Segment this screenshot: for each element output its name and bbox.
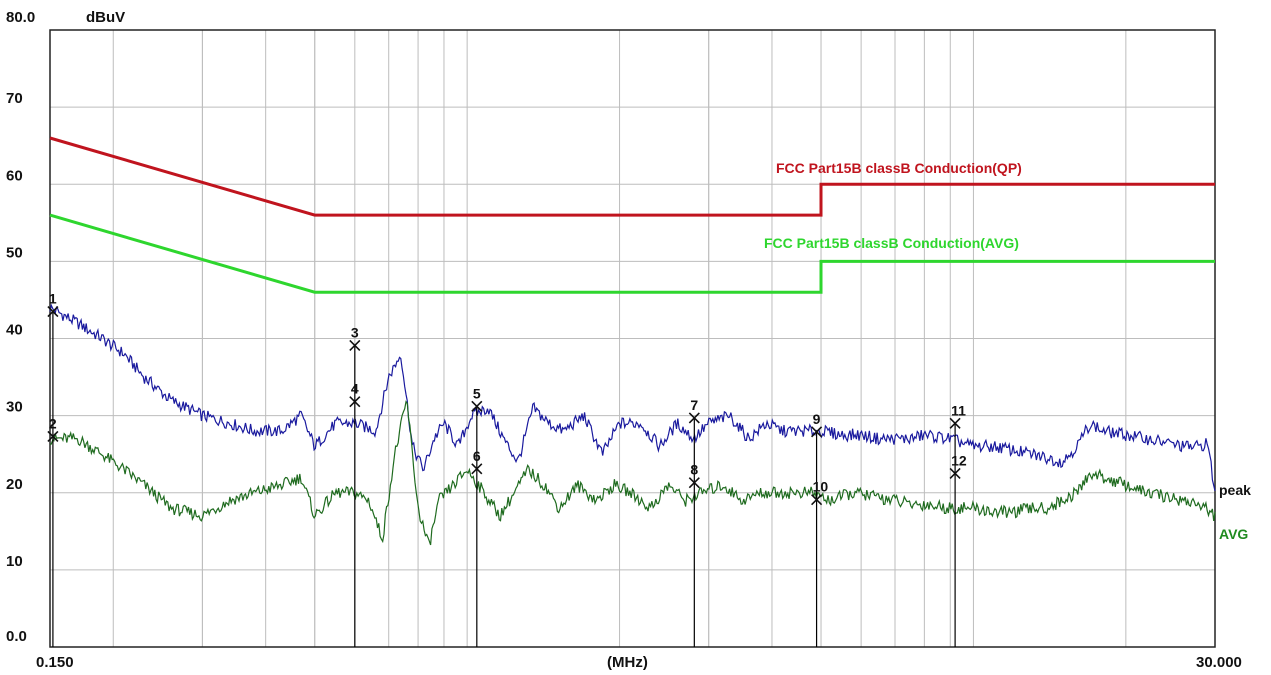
marker-point [349, 396, 361, 408]
traces [49, 303, 1216, 546]
y-axis: 80.0 70 60 50 40 30 20 10 0.0 [6, 9, 35, 645]
y-tick-label: 30 [6, 399, 23, 416]
marker-label: 10 [813, 479, 829, 495]
y-axis-label: dBuV [86, 9, 125, 26]
limit-line [49, 136, 1215, 217]
marker-label: 12 [951, 452, 967, 468]
marker-label: 9 [813, 411, 821, 427]
marker-point [47, 430, 59, 443]
marker-point [949, 467, 961, 480]
avg-limit-label: FCC Part15B classB Conduction(AVG) [764, 235, 1019, 251]
marker-point [349, 339, 361, 352]
avg-trace-label: AVG [1219, 526, 1248, 542]
trace-peak [49, 303, 1216, 492]
marker-point [949, 417, 961, 429]
qp-limit-label: FCC Part15B classB Conduction(QP) [776, 160, 1022, 176]
marker-label: 11 [951, 402, 966, 418]
y-tick-label: 0.0 [6, 628, 27, 645]
marker-label: 7 [690, 397, 698, 413]
y-tick-label: 20 [6, 476, 23, 493]
marker-label: 5 [473, 385, 481, 401]
x-min-label: 0.150 [36, 654, 74, 671]
marker-label: 1 [49, 291, 57, 307]
limit-line [49, 213, 1215, 294]
x-axis-label: (MHz) [607, 654, 648, 671]
marker-label: 8 [690, 462, 698, 478]
y-tick-label: 10 [6, 553, 23, 570]
marker-point [688, 412, 700, 424]
marker-label: 2 [49, 415, 57, 431]
marker-point [471, 463, 483, 475]
y-tick-label: 80.0 [6, 9, 35, 26]
marker-point [47, 305, 59, 318]
marker-point [811, 494, 823, 506]
peak-trace-label: peak [1219, 482, 1251, 498]
limit-lines [49, 136, 1215, 294]
x-max-label: 30.000 [1196, 654, 1242, 671]
marker-label: 4 [351, 381, 359, 397]
marker-point [688, 477, 700, 489]
marker-label: 6 [473, 448, 481, 464]
y-tick-label: 40 [6, 322, 23, 339]
marker-label: 3 [351, 324, 359, 340]
y-tick-label: 70 [6, 90, 23, 107]
grid [50, 30, 1215, 647]
y-tick-label: 50 [6, 244, 23, 261]
marker-point [811, 426, 823, 438]
trace-avg [49, 400, 1216, 546]
plot-frame [49, 29, 1216, 648]
y-tick-label: 60 [6, 167, 23, 184]
marker-point [471, 400, 483, 412]
